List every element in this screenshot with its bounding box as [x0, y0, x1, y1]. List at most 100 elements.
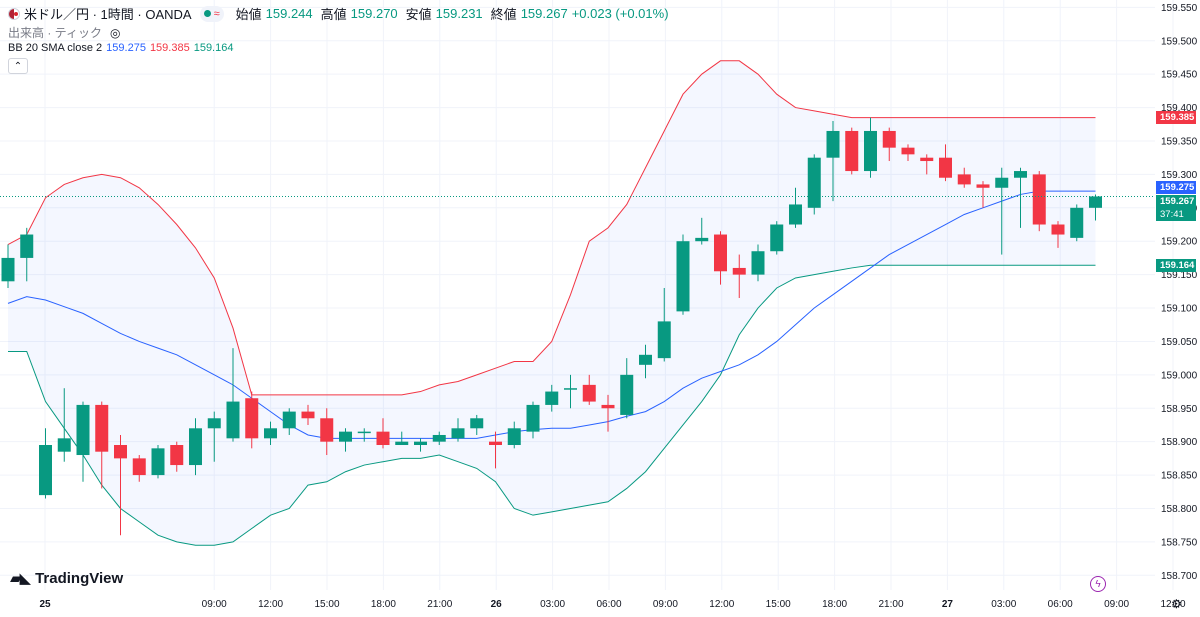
candle-body — [732, 267, 746, 275]
last-price-tag: 159.267 37:41 — [1156, 195, 1196, 222]
candle — [20, 227, 34, 282]
indicator-legend[interactable]: BB 20 SMA close 2 159.275 159.385 159.16… — [8, 42, 233, 54]
volume-legend[interactable]: 出来高 · ティック ◎ — [8, 24, 120, 41]
basis-price-tag: 159.275 — [1156, 181, 1196, 195]
time-tick-label: 09:00 — [653, 599, 678, 610]
candle — [264, 421, 277, 446]
candle — [526, 401, 540, 439]
candle-body — [207, 418, 221, 429]
candle — [976, 181, 990, 208]
candle-body — [151, 448, 165, 476]
candle — [751, 244, 765, 282]
bar-countdown: 37:41 — [1160, 209, 1184, 221]
low-value: 159.231 — [435, 6, 483, 21]
tradingview-logo[interactable]: ▰◣ TradingView — [10, 569, 123, 588]
candles — [1, 117, 1102, 536]
candle-body — [282, 411, 296, 429]
price-tick-label: 159.450 — [1161, 70, 1198, 81]
flag-icon — [8, 7, 20, 20]
candle-body — [376, 431, 390, 446]
candle — [114, 434, 127, 536]
basis-line — [7, 190, 1096, 439]
price-tick-label: 158.900 — [1161, 437, 1198, 448]
candle-body — [882, 130, 896, 148]
candle — [639, 344, 652, 379]
candle — [395, 431, 409, 446]
candle-body — [845, 130, 859, 172]
candle-body — [339, 431, 352, 442]
time-tick-label: 06:00 — [596, 599, 621, 610]
time-tick-label: 27 — [942, 599, 954, 610]
candle-body — [957, 174, 971, 185]
high-value: 159.270 — [350, 6, 398, 21]
candle — [1, 244, 15, 288]
time-tick-label: 03:00 — [540, 599, 565, 610]
candle — [770, 221, 784, 255]
candle-body — [639, 354, 652, 365]
price-tick-label: 158.850 — [1161, 471, 1198, 482]
gear-icon[interactable]: ⚙ — [1171, 597, 1182, 611]
candle-body — [582, 384, 596, 402]
candle-body — [170, 445, 184, 466]
candle — [564, 374, 577, 409]
candle-body — [132, 458, 146, 476]
price-tick-label: 159.050 — [1161, 337, 1198, 348]
market-status-pill[interactable]: ≈ — [199, 5, 224, 22]
candle — [957, 167, 971, 188]
candle — [920, 154, 934, 175]
time-tick-label: 21:00 — [878, 599, 903, 610]
time-axis[interactable]: 25 09:00 12:00 15:00 18:00 21:00 26 03:00 06:00 0… — [39, 599, 1200, 610]
price-tick-label: 158.950 — [1161, 404, 1198, 415]
time-tick-label: 15:00 — [314, 599, 339, 610]
candle — [601, 394, 615, 432]
symbol-legend[interactable]: 米ドル／円 · 1時間 · OANDA ≈ 始値 159.244 高値 159.… — [8, 4, 669, 23]
time-tick-label: 06:00 — [1048, 599, 1073, 610]
candle — [339, 428, 352, 452]
candle-body — [95, 404, 109, 452]
candle — [57, 388, 71, 462]
candle — [39, 428, 52, 499]
candle-body — [76, 404, 90, 456]
chevron-up-icon: ⌃ — [13, 60, 23, 72]
upper-band-line — [7, 60, 1096, 396]
eye-hidden-icon[interactable]: ◎ — [109, 25, 121, 40]
upper-band-price-tag: 159.385 — [1156, 111, 1196, 125]
candle-body — [57, 438, 71, 452]
candle-body — [714, 234, 727, 272]
candle — [432, 431, 446, 446]
change-value: +0.023 (+0.01%) — [571, 6, 669, 21]
symbol-title[interactable]: 米ドル／円 · 1時間 · OANDA — [24, 7, 192, 22]
time-tick-label: 12:00 — [1160, 599, 1185, 610]
candle-body — [264, 428, 277, 439]
candle — [470, 414, 484, 435]
candle — [376, 418, 390, 449]
candle — [320, 408, 334, 456]
candle-body — [751, 251, 765, 275]
bollinger-band — [7, 60, 1096, 546]
tradingview-mark-icon: ▰◣ — [10, 570, 31, 587]
grid-lines — [0, 0, 1174, 590]
candle — [789, 187, 802, 228]
candle — [301, 404, 315, 425]
time-tick-label: 09:00 — [1104, 599, 1129, 610]
price-tick-label: 159.150 — [1161, 270, 1198, 281]
candle — [489, 431, 502, 469]
candle-body — [939, 157, 952, 178]
time-tick-label: 21:00 — [427, 599, 452, 610]
candle — [1032, 171, 1046, 232]
candle — [414, 438, 427, 452]
price-tick-label: 159.550 — [1161, 3, 1198, 14]
candle-body — [451, 428, 465, 439]
lower-band-line — [8, 264, 1096, 546]
price-axis[interactable]: 159.550 159.500 159.450 159.400 159.350 159.3… — [1161, 3, 1198, 582]
close-value: 159.267 — [520, 6, 568, 21]
candle — [582, 374, 596, 405]
last-price-value: 159.267 — [1160, 196, 1195, 208]
candle — [845, 127, 859, 175]
collapse-legend-button[interactable]: ⌃ — [8, 58, 28, 74]
lightning-icon[interactable]: ϟ — [1090, 576, 1106, 592]
candle — [170, 441, 184, 472]
candle — [657, 287, 671, 362]
candle — [714, 231, 727, 285]
